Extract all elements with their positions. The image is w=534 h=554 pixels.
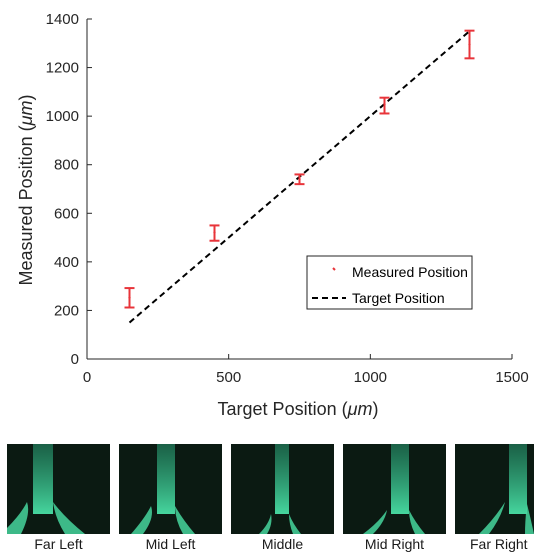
y-tick-label: 600 [54,205,79,222]
y-tick-label: 400 [54,254,79,271]
measured-point [209,224,220,242]
x-tick-label: 0 [83,369,91,386]
legend-measured-marker [332,267,336,271]
axes [86,18,513,360]
x-tick-label: 500 [216,369,241,386]
panel-middle [231,444,334,534]
panel-image [343,444,446,534]
measured-point-marker [128,296,131,299]
x-tick-label: 1000 [354,369,387,386]
stream-stem [157,444,175,514]
stream-fork [131,506,195,534]
panel-far-right [455,444,534,534]
panel-far-left [7,444,110,534]
y-tick-label: 1000 [46,108,79,125]
y-tick-label: 0 [71,351,79,368]
stream-stem [33,444,53,514]
measured-point-marker [213,231,216,234]
caption-middle: Middle [261,536,304,552]
legend-box [306,255,473,310]
stream-fork [363,510,425,534]
measured-point [124,287,135,309]
measured-point [464,29,475,60]
y-tick-labels: 0 200 400 600 800 1000 1200 1400 [46,11,79,368]
y-tick-label: 200 [54,302,79,319]
y-tick-label: 800 [54,157,79,174]
stream-fork [7,502,85,534]
panel-image [119,444,222,534]
y-tick-label: 1200 [46,60,79,77]
legend-measured-label: Measured Position [352,264,468,280]
panel-mid-left [119,444,222,534]
chart-svg: 0 200 400 600 800 1000 1200 1400 0 500 1000 1500 M… [16,11,529,419]
measured-point [294,173,305,186]
legend: Measured Position Target Position [306,255,473,310]
x-tick-labels: 0 500 1000 1500 [83,369,529,386]
caption-mid-left: Mid Left [145,536,196,552]
caption-far-left: Far Left [34,536,83,552]
data-marks [124,29,475,324]
stream-fork [259,514,301,534]
x-axis-label: Target Position (μm) [218,399,379,419]
legend-target-label: Target Position [352,290,445,306]
y-axis-label: Measured Position (μm) [16,95,36,286]
y-tick-label: 1400 [46,11,79,28]
measured-point-marker [468,43,471,46]
stream-fork [479,502,534,534]
panel-image [7,444,110,534]
stream-stem [275,444,289,514]
stream-stem [391,444,409,514]
panel-mid-right [343,444,446,534]
x-tick-label: 1500 [495,369,528,386]
stream-stem [509,444,527,514]
measured-point [379,96,390,115]
measured-point-marker [298,178,301,181]
measured-point-marker [383,103,386,106]
caption-far-right: Far Right [470,536,528,552]
panel-image [231,444,334,534]
caption-mid-right: Mid Right [364,536,425,552]
panel-image [455,444,534,534]
